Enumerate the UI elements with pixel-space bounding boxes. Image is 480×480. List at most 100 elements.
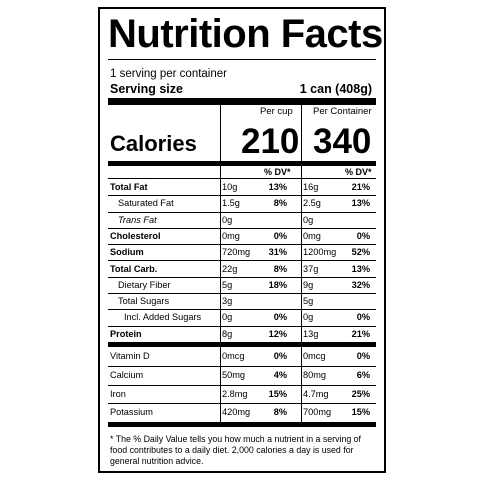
amount-per-cup: 0g <box>222 214 233 225</box>
nutrient-name: Saturated Fat <box>118 198 174 209</box>
nutrient-name: Potassium <box>110 407 153 418</box>
amount-per-container: 700mg <box>303 407 332 418</box>
dv-per-cup: 15% <box>268 388 287 399</box>
nutrient-name: Total Sugars <box>118 296 170 307</box>
dv-per-cup: 18% <box>268 279 287 290</box>
dv-header-container: % DV* <box>345 167 372 177</box>
vitamin-row: Iron 2.8mg 15% 4.7mg 25% <box>108 385 376 405</box>
amount-per-container: 0g <box>303 312 314 323</box>
dv-per-container: 21% <box>351 328 370 339</box>
amount-per-cup: 5g <box>222 279 233 290</box>
dv-per-cup: 8% <box>273 407 287 418</box>
amount-per-container: 9g <box>303 279 314 290</box>
amount-per-container: 2.5g <box>303 198 321 209</box>
nutrient-row: Total Carb. 22g 8% 37g 13% <box>108 261 376 278</box>
amount-per-cup: 22g <box>222 263 238 274</box>
dv-per-container: 0% <box>356 312 370 323</box>
thick-divider <box>108 342 376 347</box>
nutrient-name: Total Fat <box>110 182 148 192</box>
divider <box>108 59 376 60</box>
dv-per-container: 52% <box>351 247 370 258</box>
amount-per-cup: 1.5g <box>222 198 240 209</box>
footnote-divider <box>108 422 376 427</box>
dv-per-cup: 13% <box>268 182 287 192</box>
serving-size-value: 1 can (408g) <box>299 82 372 96</box>
dv-per-container: 0% <box>356 230 370 241</box>
nutrient-name: Iron <box>110 388 126 399</box>
amount-per-cup: 2.8mg <box>222 388 248 399</box>
amount-per-container: 1200mg <box>303 247 337 258</box>
dv-per-cup: 12% <box>268 328 287 339</box>
dv-per-container: 32% <box>351 279 370 290</box>
dv-per-cup: 0% <box>273 230 287 241</box>
nutrient-name: Protein <box>110 328 142 339</box>
dv-per-cup: 4% <box>273 369 287 380</box>
calories-per-cup: 210 <box>241 122 300 161</box>
dv-per-container: 21% <box>351 182 370 192</box>
nutrient-name: Total Carb. <box>110 263 158 274</box>
vitamin-row: Potassium 420mg 8% 700mg 15% <box>108 403 376 423</box>
column-header-per-container: Per Container <box>313 106 372 117</box>
nutrient-row: Cholesterol 0mg 0% 0mg 0% <box>108 228 376 246</box>
dv-per-container: 15% <box>351 407 370 418</box>
column-divider-right <box>301 105 302 422</box>
amount-per-container: 80mg <box>303 369 326 380</box>
dv-per-cup: 0% <box>273 351 287 361</box>
nutrient-row: Protein 8g 12% 13g 21% <box>108 326 376 343</box>
nutrient-name: Dietary Fiber <box>118 279 171 290</box>
vitamin-row: Vitamin D 0mcg 0% 0mcg 0% <box>108 347 376 367</box>
dv-per-cup: 8% <box>273 263 287 274</box>
amount-per-container: 5g <box>303 296 314 307</box>
footnote: * The % Daily Value tells you how much a… <box>110 434 362 466</box>
nutrient-row: Sodium 720mg 31% 1200mg 52% <box>108 244 376 262</box>
amount-per-cup: 50mg <box>222 369 245 380</box>
amount-per-container: 13g <box>303 328 319 339</box>
calories-per-container: 340 <box>313 122 372 161</box>
calories-label: Calories <box>110 131 197 156</box>
nutrient-name: Incl. Added Sugars <box>124 312 202 323</box>
dv-per-container: 0% <box>356 351 370 361</box>
dv-per-cup: 8% <box>273 198 287 209</box>
nutrient-name: Trans Fat <box>118 214 157 225</box>
amount-per-cup: 0mcg <box>222 351 245 361</box>
amount-per-container: 0mg <box>303 230 321 241</box>
nutrient-row: Trans Fat 0g 0g <box>108 212 376 229</box>
nutrient-row: Saturated Fat 1.5g 8% 2.5g 13% <box>108 195 376 213</box>
nutrient-row: Total Sugars 3g 5g <box>108 293 376 311</box>
dv-per-container: 25% <box>351 388 370 399</box>
amount-per-container: 16g <box>303 182 319 192</box>
nutrient-name: Vitamin D <box>110 351 150 361</box>
nutrient-name: Cholesterol <box>110 230 161 241</box>
nutrient-name: Sodium <box>110 247 144 258</box>
dv-per-container: 6% <box>356 369 370 380</box>
amount-per-cup: 420mg <box>222 407 251 418</box>
amount-per-cup: 720mg <box>222 247 251 258</box>
amount-per-cup: 0mg <box>222 230 240 241</box>
dv-per-container: 13% <box>351 263 370 274</box>
amount-per-container: 0mcg <box>303 351 326 361</box>
dv-per-cup: 0% <box>273 312 287 323</box>
dv-per-container: 13% <box>351 198 370 209</box>
thick-divider <box>108 98 376 105</box>
amount-per-cup: 10g <box>222 182 238 192</box>
label-title: Nutrition Facts <box>108 12 383 56</box>
calories-divider <box>108 161 376 166</box>
column-header-per-cup: Per cup <box>260 106 293 117</box>
nutrient-row: Incl. Added Sugars 0g 0% 0g 0% <box>108 309 376 327</box>
amount-per-cup: 3g <box>222 296 233 307</box>
nutrient-name: Calcium <box>110 369 144 380</box>
nutrient-row: Dietary Fiber 5g 18% 9g 32% <box>108 277 376 295</box>
dv-header-cup: % DV* <box>264 167 291 177</box>
nutrient-row: Total Fat 10g 13% 16g 21% <box>108 179 376 197</box>
amount-per-container: 4.7mg <box>303 388 329 399</box>
amount-per-cup: 0g <box>222 312 233 323</box>
amount-per-container: 37g <box>303 263 319 274</box>
amount-per-container: 0g <box>303 214 314 225</box>
dv-per-cup: 31% <box>268 247 287 258</box>
serving-size-label: Serving size <box>110 82 183 96</box>
divider <box>108 178 376 179</box>
nutrition-facts-label: Nutrition Facts 1 serving per container … <box>98 7 386 473</box>
amount-per-cup: 8g <box>222 328 233 339</box>
servings-per-container: 1 serving per container <box>110 68 227 80</box>
vitamin-row: Calcium 50mg 4% 80mg 6% <box>108 366 376 386</box>
